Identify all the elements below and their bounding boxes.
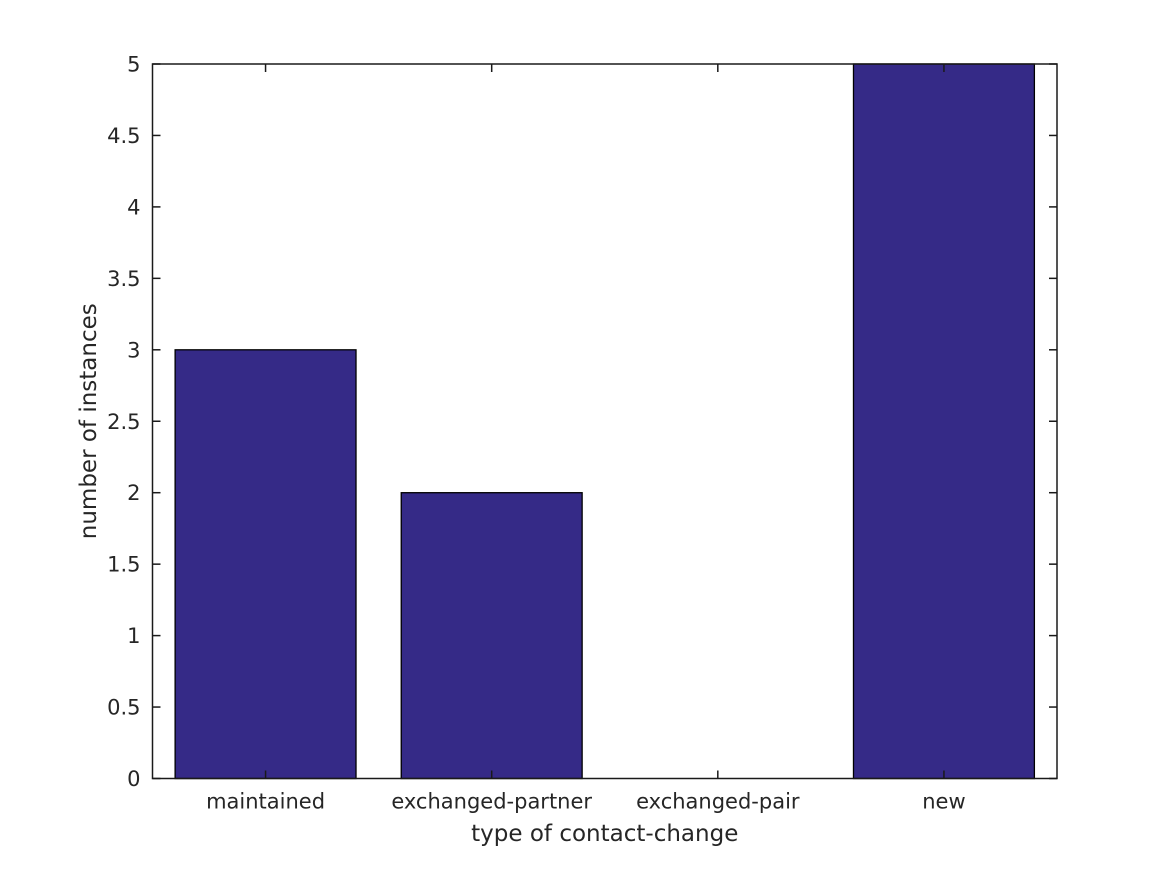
y-axis-label: number of instances xyxy=(76,303,102,539)
tick-labels-group: maintained exchanged-partner exchanged-pai… xyxy=(107,53,966,814)
y-tick-label: 3.5 xyxy=(107,267,140,291)
y-tick-label: 2.5 xyxy=(107,410,140,434)
x-tick-label: exchanged-pair xyxy=(636,790,800,814)
y-tick-label: 0.5 xyxy=(107,696,140,720)
y-tick-label: 4 xyxy=(127,195,140,219)
y-tick-label: 1.5 xyxy=(107,553,140,577)
x-tick-label: maintained xyxy=(206,790,325,814)
x-tick-label: new xyxy=(922,790,965,814)
y-tick-label: 1 xyxy=(127,624,140,648)
y-tick-label: 5 xyxy=(127,53,140,77)
bar-maintained xyxy=(174,349,357,780)
x-axis-label: type of contact-change xyxy=(471,821,738,847)
bars-group xyxy=(174,63,1036,780)
y-tick-label: 3 xyxy=(127,338,140,362)
plot-box xyxy=(151,63,1058,780)
bar-exchanged-partner xyxy=(400,492,583,780)
bar-new xyxy=(852,63,1036,780)
y-tick-label: 4.5 xyxy=(107,124,140,148)
x-tick-label: exchanged-partner xyxy=(391,790,592,814)
y-tick-label: 2 xyxy=(127,481,140,505)
y-tick-label: 0 xyxy=(127,767,140,791)
